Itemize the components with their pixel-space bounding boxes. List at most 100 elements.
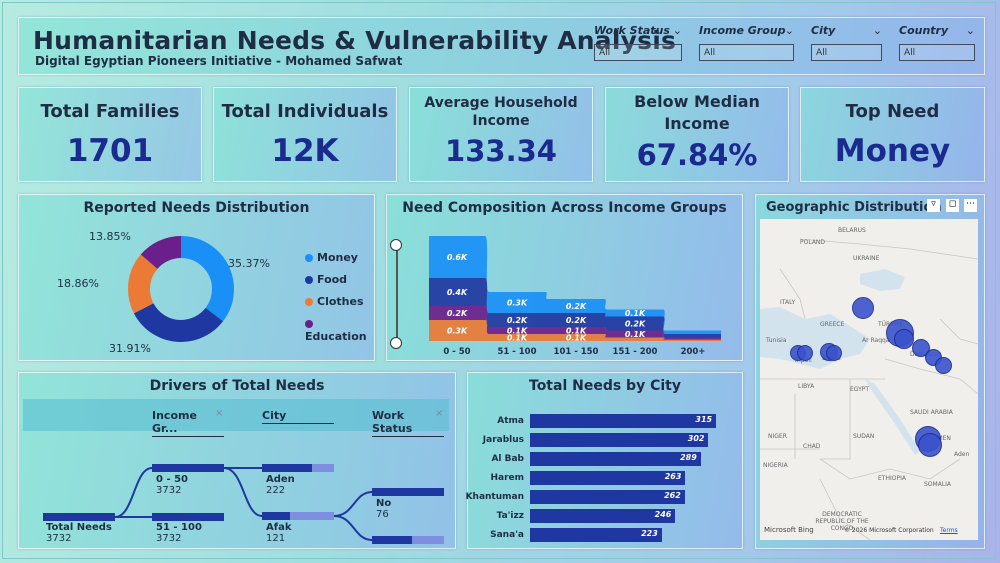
page-subtitle: Digital Egyptian Pioneers Initiative - M… [35,54,403,68]
ribbon-data-label: 0.1K [566,334,587,343]
legend-item-money[interactable]: Money [305,251,358,264]
donut-slice-clothes[interactable] [128,236,234,342]
map-bubble[interactable] [826,345,842,361]
more-options-icon[interactable]: ⋯ [964,199,977,212]
bar[interactable]: 223 [530,528,662,542]
kpi-avg-household-income: Average Household Income 133.34 [409,87,593,182]
map-label: Ar Raqqa [862,337,890,344]
legend-label: Education [305,330,367,343]
map-label: SUDAN [853,433,875,440]
ribbon-data-label: 0.1K [566,327,587,336]
slicer-dropdown[interactable]: All [899,44,975,61]
node-value: 3732 [46,533,72,544]
focus-mode-icon[interactable]: ◻ [946,199,959,212]
chevron-down-icon[interactable]: ⌄ [965,24,975,37]
map-label: SOMALIA [924,481,952,488]
slicer-dropdown[interactable]: All [594,44,682,61]
needs-by-city-panel: Total Needs by City Atma 315 Jarablus 302 Al… [465,372,744,550]
map-bubble[interactable] [894,329,914,349]
level-header-work-status[interactable]: Work Status [372,409,444,437]
map-canvas[interactable]: BELARUS POLAND UKRAINE ITALY GREECE TÜRK… [760,219,978,540]
bar[interactable]: 246 [530,509,676,523]
node-city-aden[interactable]: Aden 222 [266,474,295,496]
bar[interactable]: 262 [530,490,685,504]
donut-slice-education[interactable] [128,236,234,342]
node-bar[interactable] [152,513,224,521]
chevron-down-icon[interactable]: ⌄ [872,24,882,37]
ribbon-data-label: 0.2K [566,316,587,325]
slicer-label: Income Group [699,24,786,37]
node-bar[interactable] [372,488,444,496]
slicer-dropdown[interactable]: All [699,44,794,61]
node-bar[interactable] [152,464,224,472]
map-bubble[interactable] [797,345,813,361]
node-work-no[interactable]: No 76 [376,498,391,520]
node-bar-root[interactable] [43,513,115,521]
legend-label: Food [317,273,348,286]
node-city-afak[interactable]: Afak 121 [266,522,292,544]
slicer-city[interactable]: City ⌄ All [811,24,882,61]
close-icon[interactable]: × [215,408,224,419]
bar[interactable]: 289 [530,452,701,466]
legend-item-clothes[interactable]: Clothes [305,295,364,308]
bar[interactable]: 315 [530,414,717,428]
chevron-down-icon[interactable]: ⌄ [672,24,682,37]
range-slider-track[interactable] [396,245,398,342]
slicer-dropdown[interactable]: All [811,44,882,61]
bar-chart[interactable]: Atma 315 Jarablus 302 Al Bab 289 Harem 263 Khant… [465,373,744,550]
node-bar[interactable] [372,536,412,544]
map-label: Tunisia [766,337,787,344]
node-label: No [376,498,392,509]
bar-value-label: 315 [695,415,713,424]
node-income-0-50[interactable]: 0 - 50 3732 [156,474,188,496]
bar[interactable]: 302 [530,433,709,447]
map-title: Geographic Distribution o [766,200,956,215]
node-income-51-100[interactable]: 51 - 100 3732 [156,522,202,544]
slicer-income-group[interactable]: Income Group ⌄ All [699,24,794,61]
filter-icon[interactable]: ▿ [927,199,940,212]
node-label: Total Needs [46,522,112,533]
ribbon-series-clothes[interactable] [429,306,721,340]
slicer-country[interactable]: Country ⌄ All [899,24,975,61]
chart-title: Reported Needs Distribution [83,200,310,216]
ribbon-series-money[interactable] [429,236,721,334]
terms-link[interactable]: Terms [940,527,958,534]
kpi-value: 12K [271,133,339,169]
close-icon[interactable]: × [435,408,444,419]
bar[interactable]: 263 [530,471,686,485]
ribbon-chart[interactable]: 0 - 50 51 - 100 101 - 150 151 - 200 200+ 0.6K… [387,195,744,362]
node-bar[interactable] [262,512,290,520]
range-slider-handle-bottom[interactable] [390,337,402,349]
ribbon-data-label: 0.3K [507,299,528,308]
node-bar-remainder [290,512,334,520]
kpi-value: 67.84% [636,138,758,172]
legend-item-food[interactable]: Food [305,273,347,286]
kpi-label: Income [472,113,530,129]
map-panel: Geographic Distribution o ▿ ◻ ⋯ BELARUS … [755,194,985,549]
slicer-work-status[interactable]: Work Status ⌄ All [594,24,682,61]
donut-chart[interactable] [19,195,376,362]
level-header-city[interactable]: City [262,409,334,424]
ribbon-series-education[interactable] [429,320,721,341]
kpi-label: Top Need [845,101,940,122]
bar-category-label: Khantuman [465,492,524,502]
range-slider-handle-top[interactable] [390,239,402,251]
chevron-down-icon[interactable]: ⌄ [784,24,794,37]
donut-slice-food[interactable] [128,236,234,342]
connector [333,491,373,517]
node-bar[interactable] [262,464,312,472]
bar-category-label: Atma [497,416,524,426]
node-root[interactable]: Total Needs 3732 [46,522,112,544]
map-label: UKRAINE [853,255,880,262]
decomp-header-bar [23,399,449,431]
map-bubble[interactable] [935,357,952,374]
ribbon-series-food[interactable] [429,278,721,338]
legend-item-education[interactable]: Education [305,317,374,343]
x-tick-label: 51 - 100 [497,347,536,357]
node-value: 121 [266,533,286,544]
map-bubble[interactable] [918,433,942,457]
legend-dot [305,254,313,262]
kpi-label: Total Families [40,101,180,122]
level-header-income-group[interactable]: Income Gr... [152,409,224,437]
map-bubble[interactable] [852,297,874,319]
